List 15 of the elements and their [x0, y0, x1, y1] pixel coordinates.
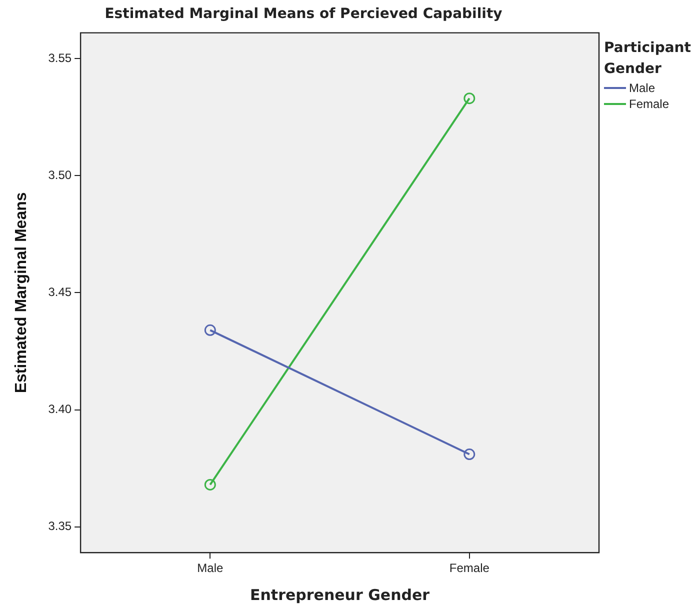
point: [464, 92, 476, 104]
y-tick-label: 3.55: [48, 50, 72, 65]
legend-label: Male: [629, 80, 656, 96]
x-axis-title: Entrepreneur Gender: [250, 586, 430, 604]
point: [204, 478, 216, 490]
y-tick-label: 3.50: [48, 168, 72, 182]
y-tick-label: 3.35: [48, 519, 72, 534]
legend-label: Female: [629, 96, 670, 112]
point: [204, 324, 216, 336]
point: [464, 448, 476, 460]
y-tick-label: 3.40: [48, 402, 72, 416]
chart-title: Estimated Marginal Means of Percieved Capability: [104, 6, 502, 22]
y-axis-title: Estimated Marginal Means: [13, 192, 30, 394]
legend-title: Participant Gender: [604, 39, 692, 79]
y-tick-label: 3.45: [48, 285, 72, 300]
